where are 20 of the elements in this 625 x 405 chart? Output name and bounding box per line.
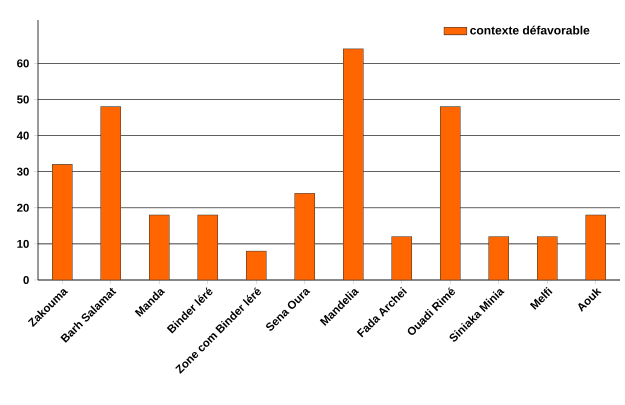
bar [440,106,461,280]
bar [488,236,510,280]
y-tick-label: 50 [17,95,29,104]
y-tick-label: 60 [17,59,29,68]
bar [391,236,412,280]
bar [52,164,73,280]
y-tick-label: 0 [23,276,29,284]
y-tick-label: 10 [17,240,29,248]
bar [148,214,170,280]
bar [342,48,364,280]
y-tick-label: 20 [17,204,29,212]
y-tick-label: 40 [16,132,29,140]
legend-label: contexte défavorable [470,26,590,35]
bar [294,193,316,280]
bar [536,236,558,280]
bar [197,214,218,280]
bar [246,250,267,280]
bar [585,214,606,280]
bar [100,106,122,280]
y-tick-label: 30 [16,168,29,176]
